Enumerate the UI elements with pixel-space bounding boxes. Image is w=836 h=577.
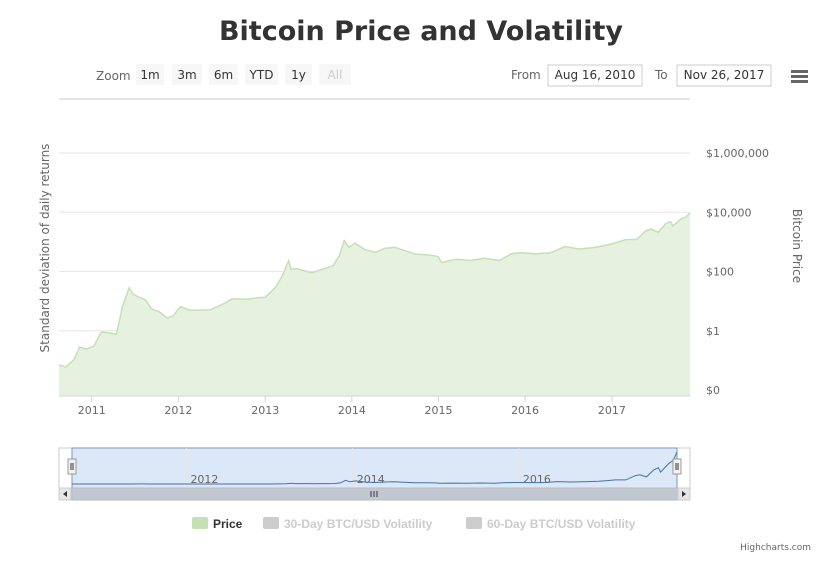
y-tick-label: $1 bbox=[706, 325, 720, 338]
legend-label: 30-Day BTC/USD Volatility bbox=[284, 517, 433, 531]
y-tick-label: $1,000,000 bbox=[706, 147, 769, 160]
navigator-label: 2014 bbox=[357, 473, 385, 486]
zoom-button-1y[interactable]: 1y bbox=[285, 64, 312, 85]
navigator-label: 2012 bbox=[190, 473, 218, 486]
arrow-left-icon bbox=[63, 491, 67, 497]
to-label: To bbox=[654, 68, 668, 82]
x-tick-label: 2012 bbox=[164, 404, 192, 417]
y-tick-label: $10,000 bbox=[706, 206, 752, 219]
scrollbar-thumb[interactable] bbox=[71, 487, 679, 501]
zoom-button-label: 1y bbox=[291, 68, 306, 82]
scroll-left-button[interactable] bbox=[58, 487, 72, 501]
from-date-value: Aug 16, 2010 bbox=[555, 68, 636, 82]
zoom-button-label: 6m bbox=[214, 68, 233, 82]
zoom-button-label: All bbox=[328, 68, 343, 82]
navigator-handle-left[interactable] bbox=[67, 458, 77, 475]
to-date-value: Nov 26, 2017 bbox=[684, 68, 765, 82]
scrollbar[interactable] bbox=[58, 487, 691, 501]
zoom-button-label: 1m bbox=[140, 68, 159, 82]
x-tick-label: 2016 bbox=[511, 404, 539, 417]
zoom-button-1m[interactable]: 1m bbox=[136, 64, 164, 85]
credits-link[interactable]: Highcharts.com bbox=[740, 543, 811, 553]
zoom-button-label: YTD bbox=[249, 68, 274, 82]
to-date-input[interactable] bbox=[676, 64, 772, 87]
x-tick-label: 2013 bbox=[251, 404, 279, 417]
range-selector: Zoom 1m 3m 6m YTD 1y All From Aug 16, 2010 To… bbox=[96, 64, 812, 88]
zoom-button-ytd[interactable]: YTD bbox=[245, 64, 278, 85]
navigator-label: 2016 bbox=[523, 473, 551, 486]
legend-swatch bbox=[192, 517, 208, 529]
zoom-button-all[interactable]: All bbox=[319, 64, 351, 85]
navigator-handle-right[interactable] bbox=[672, 458, 682, 475]
legend-item[interactable]: Price bbox=[192, 517, 243, 531]
legend-swatch bbox=[263, 517, 279, 529]
left-axis-title: Standard deviation of daily returns bbox=[38, 144, 52, 353]
price-area bbox=[59, 213, 690, 396]
zoom-button-label: 3m bbox=[177, 68, 196, 82]
arrow-right-icon bbox=[682, 491, 686, 497]
x-tick-label: 2015 bbox=[424, 404, 452, 417]
zoom-button-6m[interactable]: 6m bbox=[209, 64, 238, 85]
navigator-series bbox=[72, 451, 678, 485]
legend-item[interactable]: 30-Day BTC/USD Volatility bbox=[263, 517, 433, 531]
chart-title: Bitcoin Price and Volatility bbox=[219, 16, 623, 47]
zoom-label: Zoom bbox=[96, 69, 131, 83]
legend-label: 60-Day BTC/USD Volatility bbox=[487, 517, 636, 531]
zoom-button-3m[interactable]: 3m bbox=[172, 64, 202, 85]
hamburger-menu-icon[interactable] bbox=[788, 64, 812, 88]
scroll-right-button[interactable] bbox=[677, 487, 691, 501]
from-label: From bbox=[511, 68, 541, 82]
x-tick-label: 2014 bbox=[338, 404, 366, 417]
legend-swatch bbox=[466, 517, 482, 529]
x-tick-label: 2011 bbox=[78, 404, 106, 417]
price-line bbox=[58, 212, 691, 368]
y-tick-label: $0 bbox=[706, 384, 720, 397]
y-tick-label: $100 bbox=[706, 266, 734, 279]
legend-item[interactable]: 60-Day BTC/USD Volatility bbox=[466, 517, 636, 531]
legend-label: Price bbox=[213, 517, 243, 531]
x-tick-label: 2017 bbox=[598, 404, 626, 417]
right-axis-title: Bitcoin Price bbox=[790, 209, 804, 283]
plot-area: 2011 2012 2013 2014 2015 2016 2017 $0 $1 $100 $10… bbox=[58, 98, 769, 417]
legend: Price 30-Day BTC/USD Volatility 60-Day BTC… bbox=[192, 517, 636, 531]
from-date-input[interactable] bbox=[547, 64, 643, 87]
navigator[interactable]: 2012 2014 2016 bbox=[58, 447, 691, 489]
